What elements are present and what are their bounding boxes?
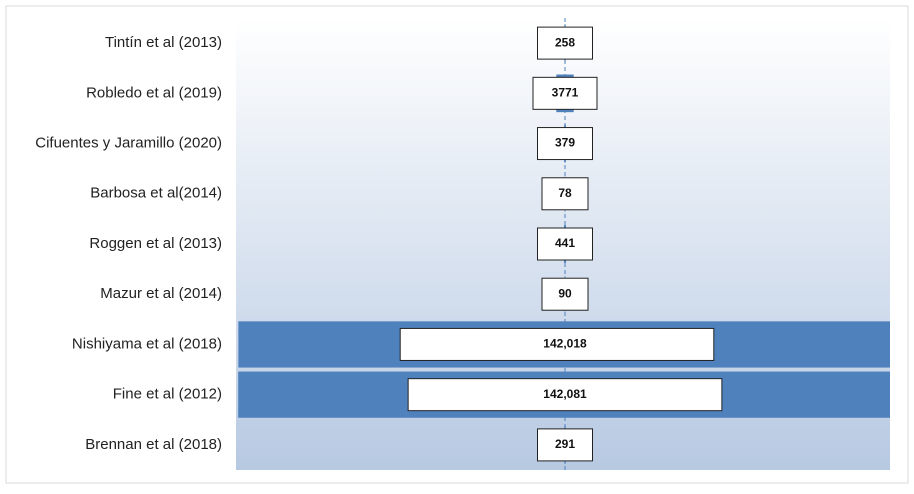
- category-label: Cifuentes y Jaramillo (2020): [35, 135, 222, 152]
- value-label: 142,081: [543, 387, 587, 401]
- value-label: 258: [555, 35, 575, 49]
- value-label: 3771: [552, 86, 579, 100]
- category-label: Fine et al (2012): [113, 386, 222, 403]
- category-label: Robledo et al (2019): [86, 84, 222, 101]
- value-label: 379: [555, 136, 575, 150]
- value-label: 142,018: [543, 337, 587, 351]
- category-label: Barbosa et al(2014): [90, 185, 222, 202]
- category-label: Brennan et al (2018): [85, 436, 222, 453]
- value-label: 441: [555, 236, 575, 250]
- value-label: 90: [558, 286, 572, 300]
- category-label: Roggen et al (2013): [89, 235, 222, 252]
- category-label: Tintín et al (2013): [105, 34, 222, 51]
- category-label: Mazur et al (2014): [100, 285, 222, 302]
- category-label: Nishiyama et al (2018): [72, 335, 222, 352]
- value-label: 291: [555, 437, 575, 451]
- value-label: 78: [558, 186, 572, 200]
